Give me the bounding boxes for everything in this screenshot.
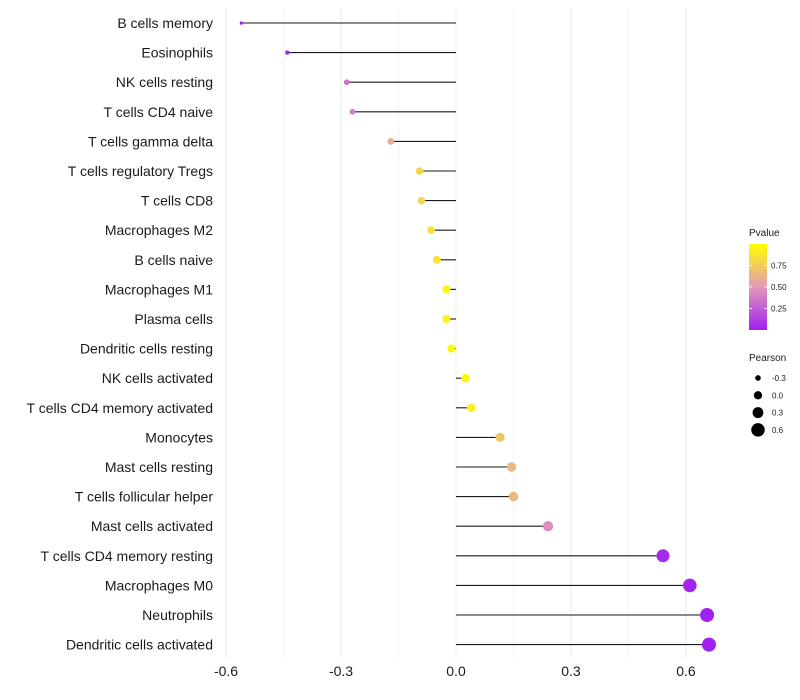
lollipop-point	[656, 549, 670, 563]
size-key-label: 0.6	[772, 426, 784, 435]
y-category-label: Macrophages M2	[105, 222, 213, 238]
y-category-label: Plasma cells	[134, 311, 213, 327]
y-category-label: T cells CD4 memory activated	[27, 400, 213, 416]
y-category-label: T cells gamma delta	[88, 133, 213, 149]
lollipop-point	[461, 373, 470, 383]
lollipop-point	[432, 255, 441, 264]
y-category-label: T cells regulatory Tregs	[68, 163, 213, 179]
grid-lines	[225, 8, 687, 658]
lollipop-point	[542, 521, 554, 532]
x-tick-label: 0.6	[676, 663, 696, 679]
x-axis-labels: -0.6 -0.3 0.0 0.3 0.6	[214, 663, 696, 679]
lollipop-point	[508, 491, 519, 502]
y-category-label: Mast cells resting	[105, 459, 213, 475]
y-category-label: Dendritic cells resting	[80, 341, 213, 357]
lollipop-point	[447, 344, 456, 353]
y-category-label: Mast cells activated	[91, 518, 213, 534]
size-key-dot	[753, 391, 763, 400]
lollipop-point	[700, 607, 715, 623]
lollipop-point	[239, 21, 244, 25]
lollipop-point	[506, 462, 517, 472]
lollipop-point	[467, 403, 476, 413]
x-tick-label: 0.0	[446, 663, 466, 679]
y-category-label: NK cells activated	[102, 370, 213, 386]
lollipop-point	[285, 50, 290, 55]
size-key-dot	[755, 375, 761, 381]
lollipop-points	[239, 21, 717, 652]
y-category-label: Monocytes	[145, 429, 213, 445]
y-category-label: T cells follicular helper	[75, 489, 214, 505]
colorbar-tick-label: 0.50	[771, 283, 787, 292]
lollipop-point	[387, 138, 395, 145]
y-category-label: NK cells resting	[116, 74, 213, 90]
y-category-label: Neutrophils	[142, 607, 213, 623]
colorbar-tick-label: 0.25	[771, 305, 787, 314]
pearson-legend: Pearson -0.3 0.0 0.3 0.6	[749, 353, 786, 437]
lollipop-point	[417, 196, 426, 205]
size-key-label: -0.3	[772, 374, 786, 383]
lollipop-point	[427, 226, 435, 235]
lollipop-point	[683, 578, 697, 593]
y-axis-labels: B cells memory Eosinophils NK cells restin…	[27, 15, 214, 653]
size-key-label: 0.0	[772, 391, 784, 400]
y-category-label: B cells memory	[117, 15, 213, 31]
x-tick-label: -0.3	[329, 663, 353, 679]
pvalue-legend-ticks: 0.25 0.50 0.75	[749, 262, 787, 314]
colorbar-tick-label: 0.75	[771, 262, 787, 271]
pvalue-legend-title: Pvalue	[749, 228, 780, 239]
y-category-label: Eosinophils	[141, 45, 213, 61]
lollipop-point	[442, 314, 451, 324]
y-category-label: T cells CD8	[141, 193, 213, 209]
y-category-label: T cells CD4 memory resting	[41, 548, 213, 564]
lollipop-point	[701, 637, 717, 652]
y-category-label: Macrophages M0	[105, 577, 213, 593]
lollipop-point	[415, 167, 424, 175]
y-category-label: Dendritic cells activated	[66, 637, 213, 653]
lollipop-point	[349, 108, 356, 115]
lollipop-point	[343, 79, 350, 86]
size-key-label: 0.3	[772, 409, 784, 418]
x-tick-label: -0.6	[214, 663, 238, 679]
size-key-dot	[752, 407, 764, 419]
lollipop-point	[442, 285, 451, 294]
pearson-legend-title: Pearson	[749, 353, 786, 364]
lollipop-point	[495, 432, 505, 443]
y-category-label: Macrophages M1	[105, 281, 213, 297]
pvalue-colorbar	[749, 244, 767, 330]
x-tick-label: 0.3	[561, 663, 581, 679]
pvalue-legend: Pvalue 0.25 0.50 0.75	[749, 228, 787, 330]
size-key-dot	[751, 423, 765, 437]
lollipop-segments	[241, 22, 709, 646]
y-category-label: B cells naive	[134, 252, 213, 268]
y-category-label: T cells CD4 naive	[104, 104, 214, 120]
